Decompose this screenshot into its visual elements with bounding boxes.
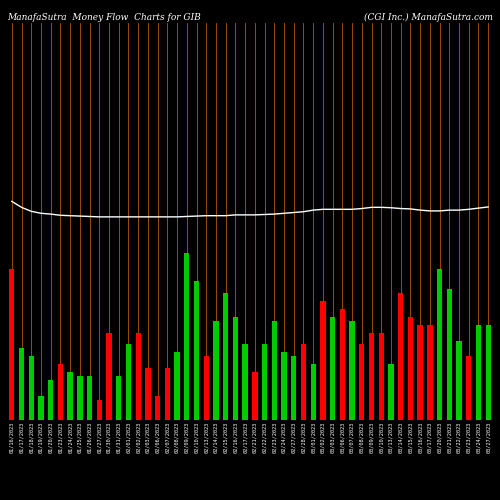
Text: ManafaSutra  Money Flow  Charts for GIB: ManafaSutra Money Flow Charts for GIB: [8, 12, 201, 22]
Bar: [68, 372, 73, 420]
Bar: [116, 376, 121, 420]
Bar: [48, 380, 54, 420]
Bar: [77, 376, 82, 420]
Bar: [19, 348, 24, 420]
Bar: [145, 368, 150, 420]
Bar: [350, 320, 355, 420]
Bar: [330, 316, 336, 420]
Bar: [466, 356, 471, 420]
Bar: [126, 344, 131, 420]
Bar: [272, 320, 277, 420]
Bar: [242, 344, 248, 420]
Bar: [174, 352, 180, 420]
Bar: [136, 332, 141, 420]
Bar: [58, 364, 63, 420]
Bar: [155, 396, 160, 420]
Bar: [96, 400, 102, 420]
Bar: [262, 344, 268, 420]
Bar: [291, 356, 296, 420]
Bar: [194, 281, 199, 420]
Bar: [446, 289, 452, 420]
Bar: [9, 269, 15, 420]
Bar: [87, 376, 92, 420]
Bar: [282, 352, 286, 420]
Bar: [476, 324, 481, 420]
Bar: [340, 308, 345, 420]
Bar: [301, 344, 306, 420]
Bar: [214, 320, 218, 420]
Bar: [310, 364, 316, 420]
Bar: [38, 396, 44, 420]
Bar: [223, 293, 228, 420]
Bar: [184, 253, 190, 420]
Bar: [164, 368, 170, 420]
Bar: [106, 332, 112, 420]
Bar: [232, 316, 238, 420]
Bar: [359, 344, 364, 420]
Bar: [320, 300, 326, 420]
Text: (CGI Inc.) ManafaSutra.com: (CGI Inc.) ManafaSutra.com: [364, 12, 492, 22]
Bar: [408, 316, 413, 420]
Bar: [418, 324, 423, 420]
Bar: [388, 364, 394, 420]
Bar: [378, 332, 384, 420]
Bar: [28, 356, 34, 420]
Bar: [486, 324, 491, 420]
Bar: [437, 269, 442, 420]
Bar: [456, 340, 462, 420]
Bar: [252, 372, 258, 420]
Bar: [398, 293, 404, 420]
Bar: [204, 356, 209, 420]
Bar: [369, 332, 374, 420]
Bar: [427, 324, 432, 420]
